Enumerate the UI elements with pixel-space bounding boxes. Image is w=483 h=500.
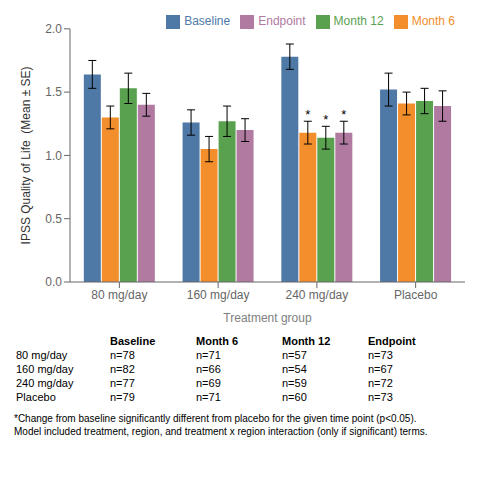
html-text:n=71: n=71 [196,391,221,403]
svg-text:0.0: 0.0 [45,275,62,289]
svg-text:1.5: 1.5 [45,85,62,99]
html-text:Month 12: Month 12 [282,335,331,347]
html-text:Month 12: Month 12 [333,14,384,28]
svg-text:*: * [305,107,310,122]
html-text:n=67: n=67 [368,363,393,375]
html-text:n=60: n=60 [282,391,307,403]
html-text:n=73: n=73 [368,391,393,403]
html-text:*Change from baseline signific: *Change from baseline significantly diff… [14,413,417,424]
svg-text:160 mg/day: 160 mg/day [187,288,250,302]
html-text:n=72: n=72 [368,377,393,389]
html-text:160 mg/day: 160 mg/day [16,363,74,375]
html-text:n=71: n=71 [196,349,221,361]
svg-text:80 mg/day: 80 mg/day [91,288,147,302]
html-text:80 mg/day: 80 mg/day [16,349,68,361]
html-text:Model included treatment, regi: Model included treatment, region, and tr… [14,426,428,437]
html-text:n=57: n=57 [282,349,307,361]
html-text:n=66: n=66 [196,363,221,375]
html-text:n=69: n=69 [196,377,221,389]
svg-text:240 mg/day: 240 mg/day [286,288,349,302]
html-text:Endpoint: Endpoint [368,335,416,347]
html-text:Endpoint: Endpoint [258,14,306,28]
svg-text:IPSS Quality of Life (Mean ±: IPSS Quality of Life (Mean ± SE) [19,66,33,244]
svg-text:*: * [323,112,328,127]
svg-text:0.5: 0.5 [45,212,62,226]
html-text:n=54: n=54 [282,363,307,375]
html-text:n=82: n=82 [110,363,135,375]
svg-text:*: * [341,107,346,122]
svg-text:2.0: 2.0 [45,22,62,36]
html-text:Month 6: Month 6 [196,335,239,347]
html-text:Baseline: Baseline [110,335,156,347]
html-text:240 mg/day: 240 mg/day [16,377,74,389]
html-text:n=77: n=77 [110,377,135,389]
html-text:Month 6: Month 6 [411,14,455,28]
svg-text:1.0: 1.0 [45,149,62,163]
html-text:n=78: n=78 [110,349,135,361]
svg-text:Placebo: Placebo [394,288,438,302]
html-text:Baseline: Baseline [184,14,231,28]
svg-text:Treatment group: Treatment group [223,311,312,325]
html-text:n=59: n=59 [282,377,307,389]
html-text:Placebo: Placebo [16,391,56,403]
html-text:n=79: n=79 [110,391,135,403]
html-text:n=73: n=73 [368,349,393,361]
